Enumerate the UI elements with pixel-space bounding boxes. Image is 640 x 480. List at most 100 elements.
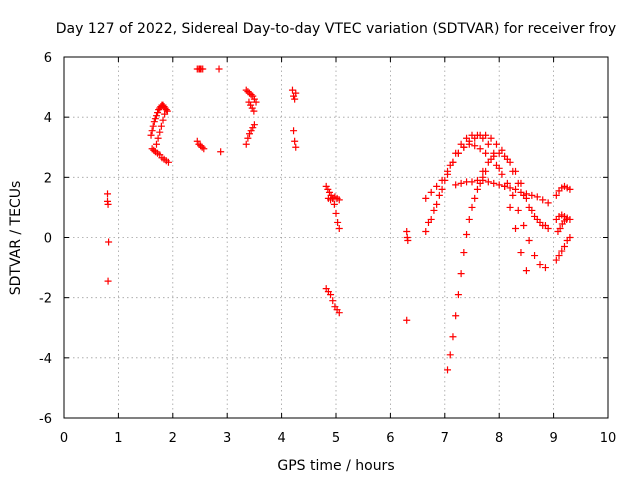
- series-t6.7a: [422, 140, 549, 272]
- y-tick-label: 0: [44, 232, 52, 247]
- series-t3.4c: [245, 98, 258, 115]
- data-point: [152, 112, 160, 120]
- series-t7.2: [452, 176, 552, 207]
- data-point: [495, 181, 503, 189]
- data-point: [404, 237, 412, 245]
- data-point: [195, 140, 203, 148]
- data-point: [150, 118, 158, 126]
- data-point: [498, 170, 506, 178]
- y-tick-label: 4: [44, 111, 52, 126]
- data-point: [544, 224, 552, 232]
- data-point: [245, 98, 253, 106]
- data-point: [460, 143, 468, 151]
- data-point: [435, 191, 443, 199]
- x-tick-label: 0: [60, 431, 68, 446]
- data-point: [327, 291, 335, 299]
- data-point: [334, 218, 342, 226]
- data-point: [246, 89, 254, 97]
- data-point: [104, 277, 112, 285]
- data-point: [161, 110, 169, 118]
- data-point: [193, 137, 201, 145]
- data-point: [506, 203, 514, 211]
- x-tick-label: 1: [114, 431, 122, 446]
- data-point: [457, 270, 465, 278]
- data-point: [159, 116, 167, 124]
- series-t2.85: [215, 65, 225, 156]
- series-t2.5b: [193, 137, 208, 153]
- data-point: [563, 215, 571, 223]
- data-point: [430, 206, 438, 214]
- series-t9.1: [552, 182, 574, 199]
- data-point: [433, 200, 441, 208]
- data-point: [433, 182, 441, 190]
- data-point: [463, 230, 471, 238]
- data-point: [200, 145, 208, 153]
- series-t7.05: [444, 167, 490, 374]
- data-point: [403, 316, 411, 324]
- data-point: [449, 158, 457, 166]
- data-point: [517, 179, 525, 187]
- data-point: [154, 109, 162, 117]
- data-point: [246, 130, 254, 138]
- series-t6.7b: [424, 131, 530, 275]
- data-point: [495, 149, 503, 157]
- data-point: [104, 197, 112, 205]
- data-point: [473, 185, 481, 193]
- data-point: [157, 122, 165, 130]
- series-t4.85: [322, 182, 343, 232]
- y-axis-title: SDTVAR / TECUs: [8, 181, 24, 296]
- x-axis-title: GPS time / hours: [277, 458, 394, 474]
- data-point: [156, 128, 164, 136]
- data-point: [250, 121, 258, 129]
- x-tick-label: 9: [549, 431, 557, 446]
- data-point: [335, 309, 343, 317]
- data-point: [468, 203, 476, 211]
- data-point: [512, 224, 520, 232]
- data-point: [476, 179, 484, 187]
- data-point: [501, 182, 509, 190]
- y-tick-label: 6: [44, 51, 52, 66]
- data-point: [479, 167, 487, 175]
- series-t3.35: [242, 86, 260, 106]
- y-tick-label: -6: [39, 412, 52, 427]
- data-point: [552, 256, 560, 264]
- x-tick-label: 8: [495, 431, 503, 446]
- data-point: [484, 178, 492, 186]
- data-point: [495, 164, 503, 172]
- data-point: [492, 140, 500, 148]
- data-point: [197, 142, 205, 150]
- data-point: [247, 101, 255, 109]
- series-t3.35b: [242, 121, 258, 148]
- data-point: [501, 152, 509, 160]
- data-point: [291, 95, 299, 103]
- data-point: [150, 146, 158, 154]
- series-t4.85b: [324, 193, 343, 204]
- data-point: [288, 86, 296, 94]
- series-t1.7c: [152, 110, 169, 148]
- data-point: [449, 333, 457, 341]
- data-point: [468, 178, 476, 186]
- data-point: [452, 181, 460, 189]
- data-point: [247, 127, 255, 135]
- data-point: [506, 184, 514, 192]
- data-point: [471, 134, 479, 142]
- data-point: [403, 227, 411, 235]
- data-point: [541, 264, 549, 272]
- x-tick-label: 3: [223, 431, 231, 446]
- data-point: [512, 185, 520, 193]
- data-point: [291, 137, 299, 145]
- data-point: [199, 65, 207, 73]
- data-point: [465, 215, 473, 223]
- data-point: [249, 124, 257, 132]
- data-point: [198, 143, 206, 151]
- series-t4.85c: [322, 285, 343, 317]
- data-point: [525, 237, 533, 245]
- x-tick-label: 6: [386, 431, 394, 446]
- data-point: [528, 191, 536, 199]
- marks-layer: [104, 65, 574, 374]
- data-point: [151, 115, 159, 123]
- data-point: [335, 196, 343, 204]
- data-point: [536, 261, 544, 269]
- data-point: [292, 143, 300, 151]
